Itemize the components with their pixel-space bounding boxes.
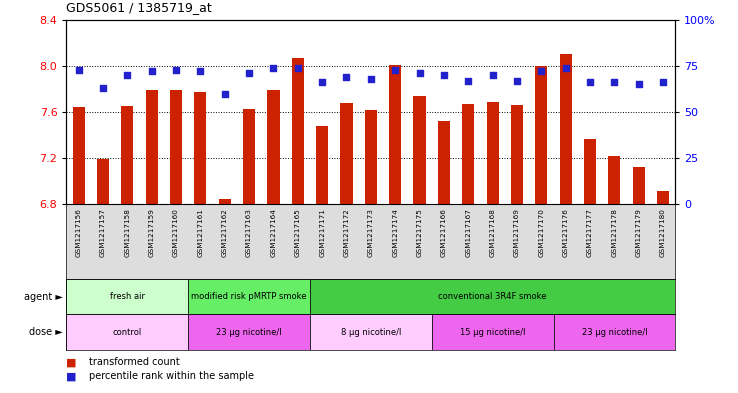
Text: GSM1217172: GSM1217172 xyxy=(343,208,350,257)
Bar xyxy=(608,156,621,204)
Point xyxy=(487,72,499,78)
Bar xyxy=(145,90,158,204)
Text: GSM1217170: GSM1217170 xyxy=(538,208,545,257)
Bar xyxy=(389,65,401,204)
Text: GSM1217162: GSM1217162 xyxy=(221,208,228,257)
Text: GSM1217178: GSM1217178 xyxy=(611,208,618,257)
Bar xyxy=(486,102,499,204)
Text: modified risk pMRTP smoke: modified risk pMRTP smoke xyxy=(191,292,307,301)
Bar xyxy=(584,139,596,204)
Bar xyxy=(121,106,134,204)
Point xyxy=(365,75,377,82)
Bar xyxy=(194,92,207,204)
Bar xyxy=(632,167,645,204)
Point xyxy=(584,79,596,86)
Text: GSM1217180: GSM1217180 xyxy=(660,208,666,257)
Text: GSM1217158: GSM1217158 xyxy=(124,208,131,257)
Text: GSM1217169: GSM1217169 xyxy=(514,208,520,257)
Point xyxy=(390,66,401,73)
Bar xyxy=(365,110,377,204)
Point xyxy=(146,68,158,75)
Point xyxy=(97,85,109,91)
Text: ■: ■ xyxy=(66,371,77,381)
Text: agent ►: agent ► xyxy=(24,292,63,302)
Text: control: control xyxy=(113,328,142,336)
Point xyxy=(462,77,475,84)
Text: GSM1217176: GSM1217176 xyxy=(562,208,569,257)
Point xyxy=(72,66,85,73)
Point xyxy=(413,70,425,76)
Point xyxy=(536,68,548,75)
Text: GSM1217157: GSM1217157 xyxy=(100,208,106,257)
Text: GSM1217161: GSM1217161 xyxy=(197,208,204,257)
Text: 23 μg nicotine/l: 23 μg nicotine/l xyxy=(582,328,647,336)
Bar xyxy=(316,126,328,204)
Bar xyxy=(432,314,554,350)
Point xyxy=(292,64,304,71)
Bar xyxy=(340,103,353,204)
Text: GSM1217166: GSM1217166 xyxy=(441,208,447,257)
Bar xyxy=(511,105,523,204)
Point xyxy=(268,64,280,71)
Text: GSM1217177: GSM1217177 xyxy=(587,208,593,257)
Point xyxy=(317,79,328,86)
Text: ■: ■ xyxy=(66,357,77,367)
Bar xyxy=(188,279,310,314)
Point xyxy=(608,79,620,86)
Text: GSM1217168: GSM1217168 xyxy=(489,208,496,257)
Text: GSM1217160: GSM1217160 xyxy=(173,208,179,257)
Bar xyxy=(535,66,548,204)
Text: GSM1217159: GSM1217159 xyxy=(148,208,155,257)
Bar xyxy=(66,279,188,314)
Bar xyxy=(559,54,572,204)
Text: GSM1217167: GSM1217167 xyxy=(465,208,472,257)
Bar xyxy=(292,58,304,204)
Bar xyxy=(657,191,669,204)
Bar xyxy=(188,314,310,350)
Text: GSM1217156: GSM1217156 xyxy=(75,208,82,257)
Bar xyxy=(66,314,188,350)
Text: 23 μg nicotine/l: 23 μg nicotine/l xyxy=(216,328,282,336)
Text: transformed count: transformed count xyxy=(89,357,179,367)
Bar xyxy=(267,90,280,204)
Point xyxy=(633,81,645,88)
Text: dose ►: dose ► xyxy=(29,327,63,337)
Bar xyxy=(310,314,432,350)
Bar xyxy=(413,96,426,204)
Bar xyxy=(462,104,475,204)
Text: GSM1217171: GSM1217171 xyxy=(319,208,325,257)
Text: 15 μg nicotine/l: 15 μg nicotine/l xyxy=(460,328,525,336)
Text: 8 μg nicotine/l: 8 μg nicotine/l xyxy=(341,328,401,336)
Text: percentile rank within the sample: percentile rank within the sample xyxy=(89,371,254,381)
Point xyxy=(244,70,255,76)
Text: GDS5061 / 1385719_at: GDS5061 / 1385719_at xyxy=(66,1,212,14)
Point xyxy=(560,64,572,71)
Text: fresh air: fresh air xyxy=(110,292,145,301)
Bar xyxy=(170,90,182,204)
Bar xyxy=(310,279,675,314)
Bar xyxy=(97,159,109,204)
Text: GSM1217175: GSM1217175 xyxy=(416,208,423,257)
Point xyxy=(511,77,523,84)
Text: GSM1217174: GSM1217174 xyxy=(392,208,399,257)
Bar xyxy=(218,198,231,204)
Bar xyxy=(243,108,255,204)
Text: GSM1217173: GSM1217173 xyxy=(368,208,374,257)
Point xyxy=(438,72,450,78)
Point xyxy=(219,90,231,97)
Bar xyxy=(554,314,675,350)
Text: GSM1217164: GSM1217164 xyxy=(270,208,277,257)
Point xyxy=(121,72,134,78)
Bar xyxy=(438,121,450,204)
Text: GSM1217179: GSM1217179 xyxy=(635,208,642,257)
Point xyxy=(658,79,669,86)
Text: GSM1217163: GSM1217163 xyxy=(246,208,252,257)
Text: conventional 3R4F smoke: conventional 3R4F smoke xyxy=(438,292,547,301)
Point xyxy=(195,68,207,75)
Point xyxy=(170,66,182,73)
Point xyxy=(340,74,353,80)
Text: GSM1217165: GSM1217165 xyxy=(294,208,301,257)
Bar xyxy=(72,107,85,204)
